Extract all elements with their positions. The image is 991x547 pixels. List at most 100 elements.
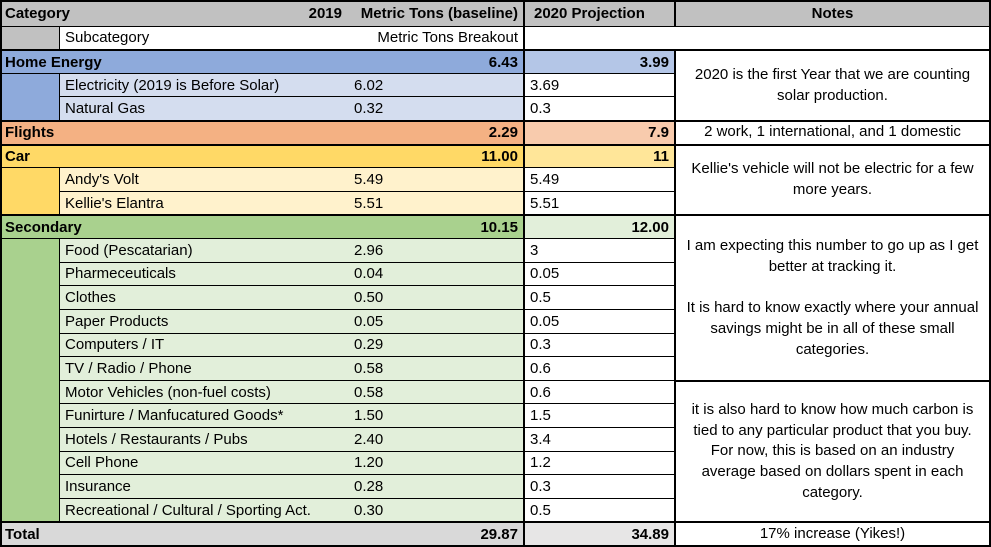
header-projection-cell[interactable]: 2020 Projection	[523, 2, 674, 26]
car-note-cell[interactable]: Kellie's vehicle will not be electric fo…	[674, 143, 989, 215]
secondary-note-cell-2[interactable]: it is also hard to know how much carbon …	[674, 379, 989, 522]
flights-label: Flights	[5, 124, 55, 142]
andys-volt-label-cell[interactable]: Andy's Volt	[59, 167, 349, 191]
car-category-cell[interactable]: Car 11.00	[2, 143, 523, 168]
flights-projection: 7.9	[648, 124, 669, 142]
electricity-projection: 3.69	[530, 76, 560, 94]
header-notes-cell[interactable]: Notes	[674, 2, 989, 26]
flights-projection-cell[interactable]: 7.9	[523, 120, 674, 144]
home-energy-baseline: 6.43	[488, 53, 518, 71]
food-projection-cell[interactable]: 3	[523, 238, 674, 262]
total-label: Total	[5, 525, 40, 543]
recreational-projection-cell[interactable]: 0.5	[523, 497, 674, 522]
cell-phone-projection-cell[interactable]: 1.2	[523, 450, 674, 475]
electricity-baseline-cell[interactable]: 6.02	[349, 72, 523, 97]
kellies-elantra-projection-cell[interactable]: 5.51	[523, 190, 674, 215]
car-label: Car	[5, 147, 31, 165]
subcategory-header-cell[interactable]: Subcategory	[59, 25, 349, 50]
total-row-cell[interactable]: Total 29.87	[2, 521, 523, 545]
natural-gas-projection: 0.3	[530, 100, 551, 118]
total-projection-cell[interactable]: 34.89	[523, 521, 674, 545]
insurance-label-cell[interactable]: Insurance	[59, 474, 349, 498]
tv-radio-phone-baseline-cell[interactable]: 0.58	[349, 356, 523, 380]
paper-products-projection: 0.05	[530, 312, 560, 330]
header-baseline-cell[interactable]: Metric Tons (baseline)	[349, 2, 523, 26]
car-projection-cell[interactable]: 11	[523, 143, 674, 168]
natural-gas-label-cell[interactable]: Natural Gas	[59, 96, 349, 121]
food-baseline-cell[interactable]: 2.96	[349, 238, 523, 262]
motor-vehicles-baseline-cell[interactable]: 0.58	[349, 379, 523, 404]
cell-phone-label: Cell Phone	[65, 454, 139, 472]
natural-gas-baseline: 0.32	[354, 100, 384, 118]
kellies-elantra-label-cell[interactable]: Kellie's Elantra	[59, 190, 349, 215]
total-note-cell[interactable]: 17% increase (Yikes!)	[674, 521, 989, 545]
computers-it-baseline-cell[interactable]: 0.29	[349, 332, 523, 357]
furniture-projection: 1.5	[530, 407, 551, 425]
natural-gas-baseline-cell[interactable]: 0.32	[349, 96, 523, 121]
food-label-cell[interactable]: Food (Pescatarian)	[59, 238, 349, 262]
header-category-label: Category	[5, 5, 71, 23]
hotels-baseline-cell[interactable]: 2.40	[349, 426, 523, 451]
motor-vehicles-projection-cell[interactable]: 0.6	[523, 379, 674, 404]
insurance-projection-cell[interactable]: 0.3	[523, 474, 674, 498]
insurance-baseline: 0.28	[354, 477, 384, 495]
electricity-label-cell[interactable]: Electricity (2019 is Before Solar)	[59, 72, 349, 97]
home-energy-category-cell[interactable]: Home Energy 6.43	[2, 49, 523, 73]
tv-radio-phone-projection-cell[interactable]: 0.6	[523, 356, 674, 380]
hotels-label: Hotels / Restaurants / Pubs	[65, 430, 248, 448]
header-empty-cell[interactable]	[523, 25, 989, 50]
pharmeceuticals-projection-cell[interactable]: 0.05	[523, 261, 674, 286]
pharmeceuticals-baseline-cell[interactable]: 0.04	[349, 261, 523, 286]
flights-category-cell[interactable]: Flights 2.29	[2, 120, 523, 144]
header-category-cell[interactable]: Category 2019	[2, 2, 349, 26]
recreational-label-cell[interactable]: Recreational / Cultural / Sporting Act.	[59, 497, 349, 522]
hotels-label-cell[interactable]: Hotels / Restaurants / Pubs	[59, 426, 349, 451]
motor-vehicles-label-cell[interactable]: Motor Vehicles (non-fuel costs)	[59, 379, 349, 404]
kellies-elantra-baseline: 5.51	[354, 194, 384, 212]
hotels-projection: 3.4	[530, 430, 551, 448]
breakout-header-cell[interactable]: Metric Tons Breakout	[349, 25, 523, 50]
andys-volt-projection-cell[interactable]: 5.49	[523, 167, 674, 191]
secondary-category-cell[interactable]: Secondary 10.15	[2, 214, 523, 239]
clothes-baseline-cell[interactable]: 0.50	[349, 285, 523, 309]
secondary-note-cell-1[interactable]: I am expecting this number to go up as I…	[674, 214, 989, 380]
cell-phone-label-cell[interactable]: Cell Phone	[59, 450, 349, 475]
paper-products-label: Paper Products	[65, 312, 169, 330]
clothes-label-cell[interactable]: Clothes	[59, 285, 349, 309]
pharmeceuticals-label-cell[interactable]: Pharmeceuticals	[59, 261, 349, 286]
tv-radio-phone-label-cell[interactable]: TV / Radio / Phone	[59, 356, 349, 380]
insurance-baseline-cell[interactable]: 0.28	[349, 474, 523, 498]
home-energy-note-cell[interactable]: 2020 is the first Year that we are count…	[674, 49, 989, 121]
home-energy-projection: 3.99	[639, 53, 669, 71]
cell-phone-baseline-cell[interactable]: 1.20	[349, 450, 523, 475]
electricity-projection-cell[interactable]: 3.69	[523, 72, 674, 97]
header-projection-label: 2020 Projection	[534, 5, 645, 23]
clothes-label: Clothes	[65, 289, 116, 307]
paper-products-baseline-cell[interactable]: 0.05	[349, 308, 523, 333]
motor-vehicles-label: Motor Vehicles (non-fuel costs)	[65, 383, 271, 401]
furniture-baseline-cell[interactable]: 1.50	[349, 403, 523, 427]
flights-note-cell[interactable]: 2 work, 1 international, and 1 domestic	[674, 120, 989, 144]
secondary-projection-cell[interactable]: 12.00	[523, 214, 674, 239]
andys-volt-baseline-cell[interactable]: 5.49	[349, 167, 523, 191]
subcategory-corner-cell[interactable]	[2, 25, 59, 50]
header-baseline-label: Metric Tons (baseline)	[360, 5, 518, 23]
computers-it-label-cell[interactable]: Computers / IT	[59, 332, 349, 357]
hotels-projection-cell[interactable]: 3.4	[523, 426, 674, 451]
secondary-note-paragraph-2: It is hard to know exactly where your an…	[686, 299, 979, 358]
computers-it-projection-cell[interactable]: 0.3	[523, 332, 674, 357]
natural-gas-projection-cell[interactable]: 0.3	[523, 96, 674, 121]
tv-radio-phone-label: TV / Radio / Phone	[65, 359, 192, 377]
secondary-projection: 12.00	[631, 218, 669, 236]
furniture-label-cell[interactable]: Funirture / Manfucatured Goods*	[59, 403, 349, 427]
cell-phone-projection: 1.2	[530, 454, 551, 472]
recreational-baseline-cell[interactable]: 0.30	[349, 497, 523, 522]
paper-products-projection-cell[interactable]: 0.05	[523, 308, 674, 333]
home-energy-projection-cell[interactable]: 3.99	[523, 49, 674, 73]
kellies-elantra-baseline-cell[interactable]: 5.51	[349, 190, 523, 215]
food-projection: 3	[530, 241, 539, 259]
furniture-projection-cell[interactable]: 1.5	[523, 403, 674, 427]
paper-products-label-cell[interactable]: Paper Products	[59, 308, 349, 333]
clothes-projection-cell[interactable]: 0.5	[523, 285, 674, 309]
